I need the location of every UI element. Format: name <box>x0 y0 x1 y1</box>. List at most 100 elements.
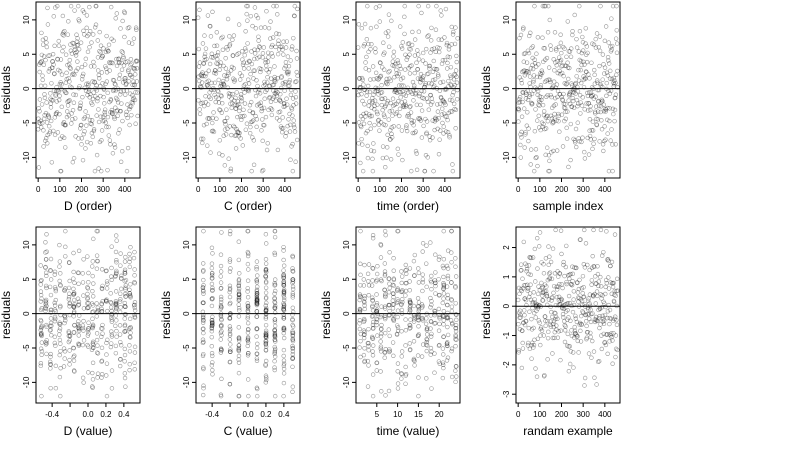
data-point <box>358 272 363 278</box>
data-point <box>131 95 136 101</box>
data-point <box>362 21 368 27</box>
data-point <box>580 34 585 40</box>
data-point <box>127 104 133 109</box>
data-point <box>210 296 215 301</box>
data-point <box>254 345 260 351</box>
data-point <box>127 122 132 128</box>
data-point <box>85 286 91 291</box>
data-point <box>85 342 90 348</box>
data-point <box>579 103 585 108</box>
data-point <box>444 343 450 348</box>
data-point <box>209 363 215 368</box>
data-point <box>378 369 383 374</box>
data-point <box>272 90 278 96</box>
data-point <box>293 89 298 94</box>
data-point <box>448 318 454 323</box>
data-point <box>364 89 370 95</box>
data-point <box>268 106 273 111</box>
data-point <box>429 386 434 391</box>
data-point <box>592 109 598 115</box>
data-point <box>575 334 580 339</box>
data-point <box>202 51 208 57</box>
data-point <box>549 116 555 121</box>
data-point <box>281 289 287 294</box>
data-point <box>231 98 237 103</box>
data-point <box>110 60 115 66</box>
data-point <box>521 51 527 57</box>
data-point <box>82 62 88 67</box>
data-point <box>428 102 434 107</box>
data-point <box>584 44 590 49</box>
data-point <box>39 30 44 36</box>
data-point <box>429 334 434 339</box>
data-point <box>80 271 85 276</box>
data-point <box>445 310 450 316</box>
data-point <box>68 48 74 53</box>
data-point <box>449 109 455 114</box>
y-tick-label: 5 <box>182 51 191 56</box>
data-point <box>293 159 298 164</box>
data-point <box>245 249 251 255</box>
data-point <box>290 356 295 361</box>
data-point <box>383 80 389 86</box>
data-point <box>127 316 133 322</box>
data-point <box>581 77 587 82</box>
data-point <box>273 79 278 84</box>
data-point <box>535 118 540 123</box>
data-point <box>81 338 87 343</box>
data-point <box>524 123 530 128</box>
data-point <box>281 104 286 109</box>
data-point <box>243 127 249 132</box>
data-point <box>440 300 445 306</box>
data-point <box>273 288 278 294</box>
data-point <box>553 302 559 308</box>
data-point <box>543 3 548 9</box>
data-point <box>599 118 604 123</box>
data-point <box>221 81 226 86</box>
data-point <box>373 50 378 55</box>
data-point <box>49 333 54 338</box>
data-point <box>430 69 436 74</box>
data-point <box>71 290 77 296</box>
x-tick-label: 300 <box>576 185 590 194</box>
data-point <box>86 89 91 95</box>
data-point <box>437 137 442 142</box>
data-point <box>272 354 278 359</box>
data-point <box>539 97 544 103</box>
data-point <box>389 108 395 114</box>
data-point <box>127 292 133 298</box>
data-point <box>530 62 535 68</box>
y-tick-label: 5 <box>22 276 31 281</box>
y-tick-label: 10 <box>22 240 31 249</box>
data-point <box>119 273 124 279</box>
data-point <box>272 296 277 301</box>
data-point <box>246 377 251 382</box>
data-point <box>577 3 582 9</box>
data-point <box>246 350 251 356</box>
data-point <box>452 106 457 112</box>
data-point <box>132 312 137 318</box>
data-point <box>201 392 206 398</box>
data-point <box>584 69 589 75</box>
data-point <box>611 81 617 87</box>
data-point <box>553 311 558 316</box>
data-point <box>219 35 224 41</box>
data-point <box>548 113 554 119</box>
data-point <box>533 366 538 371</box>
data-point <box>274 31 279 36</box>
data-point <box>75 66 81 71</box>
data-point <box>259 128 264 133</box>
data-point <box>426 71 431 76</box>
data-point <box>558 57 564 63</box>
data-point <box>245 320 251 326</box>
data-point <box>416 306 422 312</box>
data-point <box>374 322 379 328</box>
data-point <box>104 70 110 75</box>
data-point <box>378 73 384 79</box>
data-point <box>218 107 223 113</box>
data-point <box>281 371 287 376</box>
data-point <box>68 42 73 47</box>
data-point <box>205 143 210 148</box>
data-point <box>518 142 523 148</box>
data-point <box>390 312 396 317</box>
